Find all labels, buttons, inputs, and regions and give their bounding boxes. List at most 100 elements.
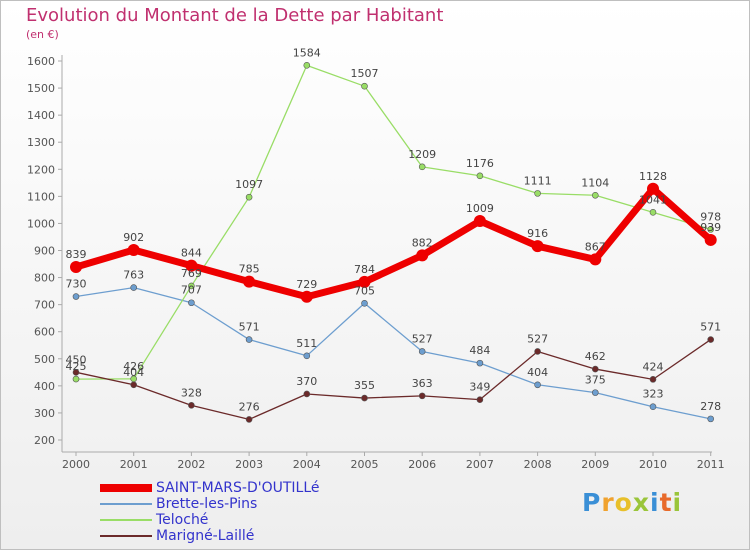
data-label-teloche: 978 — [700, 210, 721, 223]
data-label-teloche: 1041 — [639, 193, 667, 206]
logo-letter: i — [672, 488, 683, 517]
logo-letter: r — [601, 488, 615, 517]
y-tick-label: 200 — [34, 434, 55, 447]
data-label-teloche: 426 — [123, 360, 144, 373]
y-tick-label: 1100 — [27, 190, 55, 203]
data-label-teloche: 1176 — [466, 157, 494, 170]
data-label-brette-les-pins: 375 — [585, 374, 606, 387]
data-label-saint-mars: 1009 — [466, 202, 494, 215]
y-tick-label: 300 — [34, 407, 55, 420]
legend-label-marigne-laille: Marigné-Laillé — [156, 528, 255, 544]
x-tick-label: 2001 — [120, 458, 148, 471]
data-label-teloche: 1104 — [581, 176, 609, 189]
data-label-saint-mars: 939 — [700, 221, 721, 234]
data-point-saint-mars — [589, 253, 602, 266]
data-point-brette-les-pins — [534, 381, 541, 389]
data-point-brette-les-pins — [418, 348, 426, 355]
data-point-saint-mars — [243, 275, 256, 288]
data-point-brette-les-pins — [361, 299, 368, 307]
data-label-brette-les-pins: 527 — [412, 332, 433, 345]
x-tick-label: 2007 — [466, 458, 494, 471]
data-point-marigne-laille — [188, 402, 195, 409]
data-label-saint-mars: 867 — [585, 240, 606, 253]
data-point-teloche — [649, 209, 657, 216]
data-label-teloche: 769 — [181, 267, 202, 280]
x-tick-label: 2009 — [581, 458, 609, 471]
legend-item-brette-les-pins: Brette-les-Pins — [100, 496, 400, 512]
data-label-brette-les-pins: 705 — [354, 284, 375, 297]
logo-letter: P — [582, 488, 602, 517]
data-point-marigne-laille — [649, 376, 657, 383]
data-label-brette-les-pins: 278 — [700, 400, 721, 413]
data-point-brette-les-pins — [707, 415, 715, 423]
x-tick-label: 2005 — [351, 458, 379, 471]
y-tick-label: 1000 — [27, 217, 55, 230]
y-tick-label: 1500 — [27, 82, 55, 95]
data-point-marigne-laille — [361, 394, 368, 402]
data-label-brette-les-pins: 484 — [469, 344, 490, 357]
data-label-brette-les-pins: 707 — [181, 284, 202, 297]
data-label-teloche: 425 — [66, 360, 87, 373]
data-label-marigne-laille: 462 — [585, 350, 606, 363]
data-point-marigne-laille — [707, 336, 715, 343]
data-label-saint-mars: 839 — [66, 248, 87, 261]
data-point-teloche — [245, 193, 253, 201]
data-point-saint-mars — [647, 182, 659, 195]
data-point-teloche — [303, 62, 311, 69]
x-tick-label: 2006 — [408, 458, 436, 471]
data-label-marigne-laille: 276 — [239, 400, 260, 413]
data-point-brette-les-pins — [303, 352, 311, 360]
data-point-saint-mars — [704, 233, 717, 246]
data-label-marigne-laille: 328 — [181, 386, 202, 399]
legend-label-teloche: Teloché — [156, 512, 209, 528]
data-label-saint-mars: 729 — [296, 278, 317, 291]
data-label-brette-les-pins: 730 — [66, 278, 87, 291]
data-point-saint-mars — [473, 214, 486, 227]
legend: SAINT-MARS-D'OUTILLé Brette-les-Pins Tel… — [100, 480, 400, 544]
data-point-teloche — [591, 191, 599, 199]
data-point-marigne-laille — [534, 348, 541, 355]
x-tick-label: 2003 — [235, 458, 263, 471]
x-tick-label: 2000 — [62, 458, 90, 471]
y-tick-label: 800 — [34, 272, 55, 285]
logo-letter: o — [614, 488, 633, 517]
data-point-marigne-laille — [245, 416, 253, 423]
data-label-marigne-laille: 355 — [354, 379, 375, 392]
legend-swatch-teloche — [100, 519, 152, 521]
logo-letter: t — [659, 488, 673, 517]
data-point-brette-les-pins — [476, 359, 484, 367]
x-tick-label: 2010 — [639, 458, 667, 471]
x-tick-label: 2008 — [524, 458, 552, 471]
data-point-teloche — [476, 172, 484, 180]
data-label-brette-les-pins: 404 — [527, 366, 548, 379]
y-tick-label: 600 — [34, 326, 55, 339]
data-point-brette-les-pins — [245, 336, 253, 343]
data-label-marigne-laille: 404 — [123, 366, 144, 379]
x-tick-label: 2002 — [177, 458, 205, 471]
data-point-teloche — [361, 82, 368, 90]
legend-swatch-brette-les-pins — [100, 503, 152, 505]
legend-item-marigne-laille: Marigné-Laillé — [100, 528, 400, 544]
data-label-teloche: 1209 — [408, 148, 436, 161]
data-point-saint-mars — [70, 261, 82, 274]
y-tick-label: 700 — [34, 299, 55, 312]
data-point-teloche — [188, 282, 195, 290]
data-point-marigne-laille — [72, 369, 80, 376]
data-point-saint-mars — [416, 249, 429, 262]
series-line-teloche — [75, 64, 712, 380]
data-label-saint-mars: 844 — [181, 247, 202, 260]
data-point-brette-les-pins — [649, 403, 657, 411]
data-label-teloche: 1507 — [351, 67, 379, 80]
data-label-teloche: 1111 — [524, 174, 552, 187]
data-label-brette-les-pins: 323 — [643, 388, 664, 401]
legend-item-saint-mars: SAINT-MARS-D'OUTILLé — [100, 480, 400, 496]
data-label-saint-mars: 902 — [123, 231, 144, 244]
data-point-marigne-laille — [418, 392, 426, 400]
data-label-teloche: 1097 — [235, 178, 263, 191]
data-point-teloche — [707, 226, 715, 233]
data-point-brette-les-pins — [591, 389, 599, 396]
data-label-saint-mars: 784 — [354, 263, 375, 276]
data-label-marigne-laille: 450 — [66, 353, 87, 366]
y-tick-label: 1600 — [27, 55, 55, 68]
